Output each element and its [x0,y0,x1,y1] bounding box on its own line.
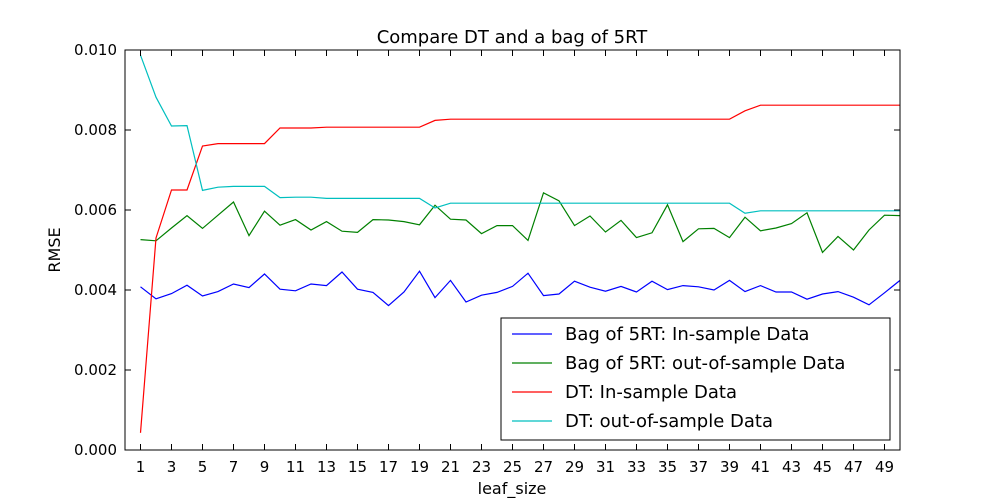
x-tick-label: 47 [844,458,863,476]
x-tick-label: 35 [658,458,677,476]
series-line-0 [140,270,901,307]
x-tick-label: 5 [198,458,208,476]
x-axis-label: leaf_size [478,479,547,499]
x-tick-label: 3 [167,458,177,476]
legend-label-1: Bag of 5RT: out-of-sample Data [565,353,845,374]
x-tick-label: 25 [503,458,522,476]
x-tick-label: 41 [751,458,770,476]
y-tick-label: 0.002 [74,361,117,379]
y-tick-label: 0.008 [74,121,117,139]
tick-layer: 1 3 5 7 9 11 13 15 17 19 21 23 25 27 29 31 33 35 37 39 41 43 4… [74,41,900,476]
x-tick-label: 45 [813,458,832,476]
y-tick-label: 0.000 [74,441,117,459]
y-tick-label: 0.006 [74,201,117,219]
y-axis-label: RMSE [45,227,64,272]
y-tick-label: 0.004 [74,281,117,299]
x-tick-label: 37 [689,458,708,476]
plot-frame [124,49,901,451]
x-tick-label: 13 [317,458,336,476]
x-tick-label: 11 [286,458,305,476]
x-tick-label: 43 [782,458,801,476]
chart-title: Compare DT and a bag of 5RT [377,27,649,48]
series-layer [139,54,901,433]
x-tick-label: 17 [379,458,398,476]
x-tick-label: 23 [472,458,491,476]
series-line-1 [140,191,901,254]
x-tick-label: 1 [136,458,146,476]
legend-box [500,317,891,441]
legend-label-0: Bag of 5RT: In-sample Data [565,324,809,345]
series-line-2 [139,104,900,433]
x-tick-label: 29 [565,458,584,476]
x-tick-label: 27 [534,458,553,476]
x-tick-label: 49 [875,458,894,476]
legend-label-2: DT: In-sample Data [565,382,737,403]
legend: Bag of 5RT: In-sample Data Bag of 5RT: ou… [500,317,891,441]
x-tick-label: 21 [441,458,460,476]
y-tick-label: 0.010 [74,41,117,59]
series-line-3 [139,54,900,214]
x-tick-label: 7 [229,458,239,476]
x-tick-label: 33 [627,458,646,476]
x-tick-label: 9 [260,458,270,476]
x-tick-label: 19 [410,458,429,476]
x-tick-label: 15 [348,458,367,476]
x-tick-label: 31 [596,458,615,476]
legend-label-3: DT: out-of-sample Data [565,411,773,432]
x-tick-label: 39 [720,458,739,476]
